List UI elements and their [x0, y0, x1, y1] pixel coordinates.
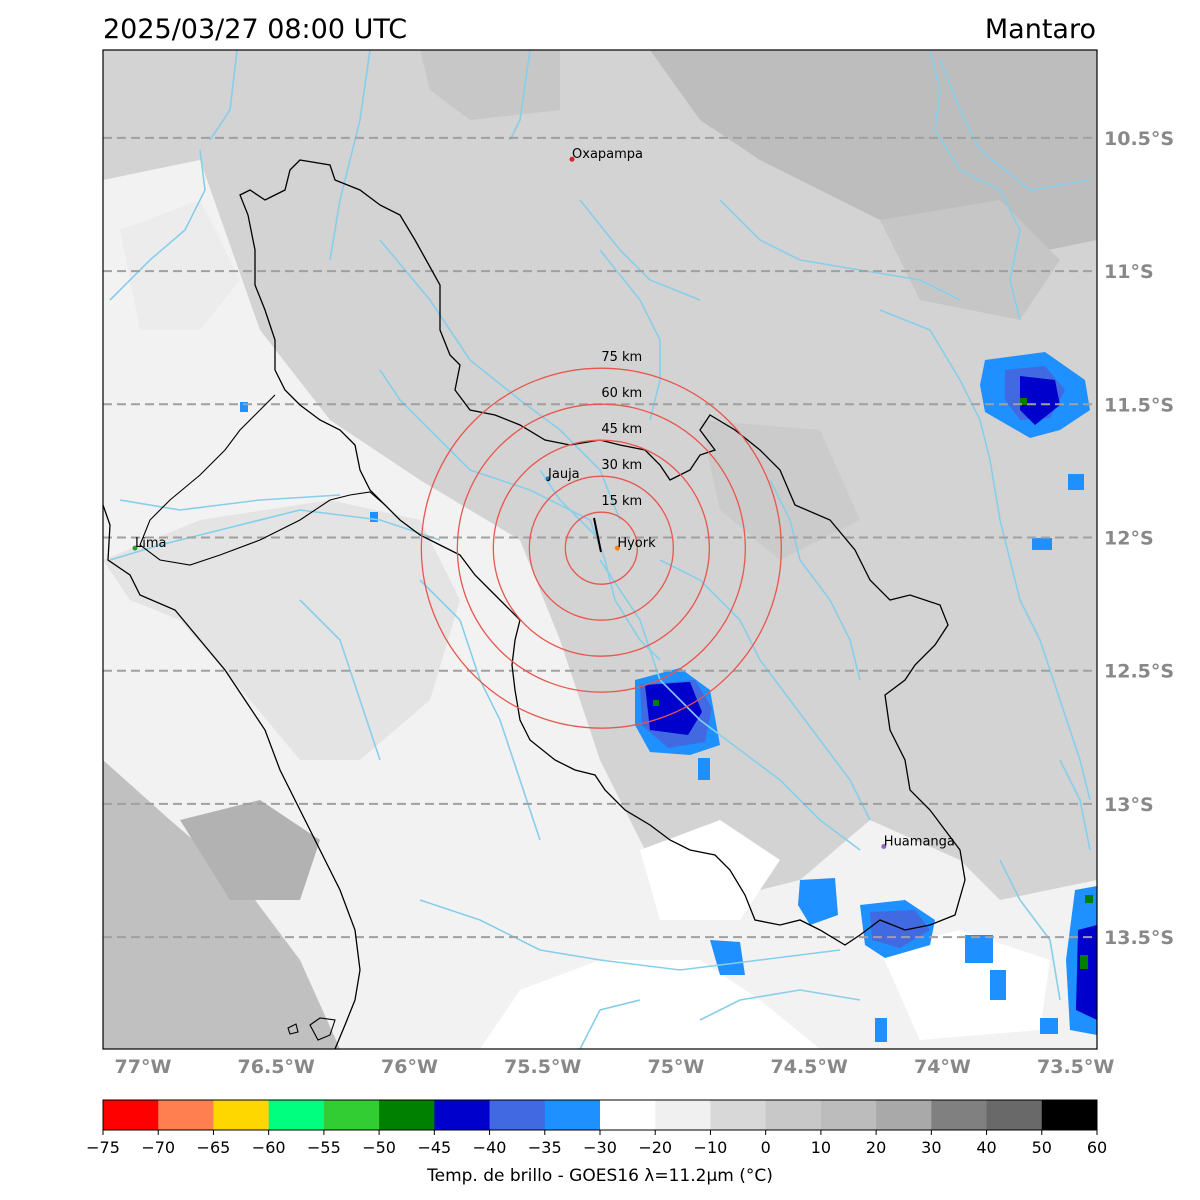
map-area: 15 km 30 km 45 km 60 km 75 km Oxapampa Jauja H… — [103, 50, 1097, 1049]
city-label: Huamanga — [884, 835, 955, 850]
colorbar-segment — [544, 1100, 601, 1130]
colorbar-segment — [931, 1100, 988, 1130]
colorbar-tick-label: −40 — [473, 1138, 507, 1157]
colorbar-tick-label: 60 — [1087, 1138, 1107, 1157]
city-label: Lima — [135, 536, 166, 551]
colorbar-tick-label: −55 — [307, 1138, 341, 1157]
colorbar-tick-label: 0 — [761, 1138, 771, 1157]
colorbar-segment — [655, 1100, 711, 1130]
coastline — [103, 504, 361, 1049]
colorbar-tick-label: −75 — [86, 1138, 120, 1157]
range-ring-label: 30 km — [601, 458, 642, 473]
colorbar-segment — [268, 1100, 325, 1130]
islet — [287, 1023, 299, 1035]
range-ring-label: 45 km — [601, 422, 642, 437]
range-ring — [456, 403, 746, 693]
range-ring-label: 60 km — [601, 386, 642, 401]
colorbar-segment — [103, 1100, 159, 1130]
colorbar-tick-label: 10 — [811, 1138, 831, 1157]
city-marker — [614, 545, 620, 551]
colorbar-tick-label: −45 — [417, 1138, 451, 1157]
lat-tick-label: 12.5°S — [1104, 661, 1174, 683]
regional-boundary — [139, 394, 386, 566]
lon-tick-label: 77°W — [115, 1056, 172, 1078]
colorbar-segment — [323, 1100, 380, 1130]
colorbar-segment — [820, 1100, 877, 1130]
city-marker — [132, 545, 138, 551]
colorbar-segment — [986, 1100, 1043, 1130]
lon-tick-label: 76°W — [381, 1056, 438, 1078]
radar-beam-line — [593, 517, 602, 553]
range-ring-label: 15 km — [601, 494, 642, 509]
colorbar-segment — [600, 1100, 656, 1130]
colorbar-segment — [158, 1100, 214, 1130]
colorbar-segment — [489, 1100, 546, 1130]
colorbar-tick-label: −50 — [362, 1138, 396, 1157]
colorbar-tick-label: −30 — [583, 1138, 617, 1157]
lat-tick-label: 11.5°S — [1104, 394, 1174, 416]
colorbar-segment — [379, 1100, 435, 1130]
latitude-labels: 10.5°S 11°S 11.5°S 12°S 12.5°S 13°S 13.5°S — [1104, 128, 1174, 949]
longitude-labels: 77°W 76.5°W 76°W 75.5°W 75°W 74.5°W 74°W 73.5°W — [115, 1056, 1115, 1078]
lat-tick-label: 10.5°S — [1104, 128, 1174, 150]
mantaro-basin-outline — [239, 159, 966, 946]
colorbar-segment — [213, 1100, 270, 1130]
lon-tick-label: 74°W — [914, 1056, 971, 1078]
city-label: Oxapampa — [572, 147, 643, 162]
latitude-gridlines — [103, 136, 1097, 939]
colorbar-segment — [710, 1100, 767, 1130]
colorbar-segment — [1041, 1100, 1098, 1130]
city-label: Hyork — [617, 536, 656, 551]
range-ring — [492, 439, 710, 657]
colorbar-tick-label: 20 — [866, 1138, 886, 1157]
rivers — [109, 50, 1091, 1049]
colorbar-tick-label: −10 — [694, 1138, 728, 1157]
colorbar-tick-label: 40 — [976, 1138, 996, 1157]
lon-tick-label: 76.5°W — [238, 1056, 315, 1078]
lon-tick-label: 75°W — [647, 1056, 704, 1078]
colorbar: −75 −70 −65 −60 −55 −50 −45 −40 −35 −30 −20 −10 0 10 2… — [86, 1099, 1107, 1157]
city-marker — [881, 844, 887, 850]
plot-frame — [102, 49, 1098, 1050]
colorbar-tick-label: −70 — [141, 1138, 175, 1157]
city-markers: Oxapampa Jauja Hyork Lima Huamanga — [132, 147, 955, 850]
colorbar-segment — [876, 1100, 932, 1130]
radar-range-rings: 15 km 30 km 45 km 60 km 75 km — [420, 350, 782, 729]
lat-tick-label: 13°S — [1104, 794, 1154, 816]
colorbar-tick-label: −60 — [252, 1138, 286, 1157]
colorbar-tick-label: −35 — [528, 1138, 562, 1157]
lat-tick-label: 11°S — [1104, 261, 1154, 283]
lon-tick-label: 73.5°W — [1037, 1056, 1114, 1078]
datetime-title: 2025/03/27 08:00 UTC — [103, 14, 408, 45]
range-ring — [564, 511, 638, 585]
range-ring — [528, 475, 674, 621]
colorbar-tick-label: 30 — [921, 1138, 941, 1157]
range-ring — [420, 367, 782, 729]
island — [309, 1017, 336, 1041]
colorbar-tick-label: −65 — [197, 1138, 231, 1157]
lat-tick-label: 12°S — [1104, 528, 1154, 550]
colorbar-segment — [765, 1100, 822, 1130]
city-marker — [545, 476, 551, 482]
lat-tick-label: 13.5°S — [1104, 927, 1174, 949]
colorbar-title: Temp. de brillo - GOES16 λ=11.2μm (°C) — [426, 1166, 773, 1186]
city-marker — [569, 156, 575, 162]
city-label: Jauja — [547, 467, 580, 482]
colorbar-segment — [434, 1100, 491, 1130]
clear-sky-regions — [103, 160, 1097, 1049]
range-ring-label: 75 km — [601, 350, 642, 365]
lon-tick-label: 74.5°W — [771, 1056, 848, 1078]
region-title: Mantaro — [984, 14, 1096, 45]
lon-tick-label: 75.5°W — [504, 1056, 581, 1078]
cold-cloud-regions — [103, 50, 1097, 1049]
colorbar-tick-label: 50 — [1032, 1138, 1052, 1157]
convective-cells — [240, 352, 1097, 1042]
colorbar-tick-label: −20 — [638, 1138, 672, 1157]
